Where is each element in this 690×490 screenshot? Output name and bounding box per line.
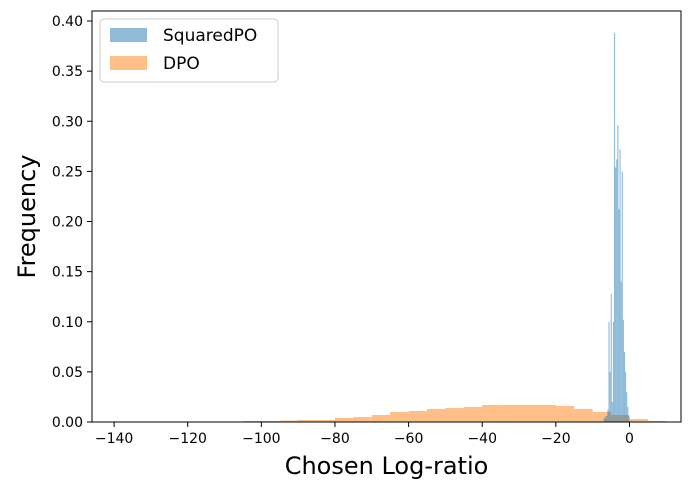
x-axis: −140 −120 −100 −80 −60 −40 −20 0 <box>95 422 634 447</box>
x-tick-label: −140 <box>95 431 133 447</box>
histogram-bar <box>623 351 626 422</box>
x-tick-label: −100 <box>242 431 280 447</box>
histogram-bar <box>629 418 648 422</box>
histogram-bar <box>607 409 609 422</box>
histogram-bar <box>612 321 615 422</box>
x-tick-label: −20 <box>541 431 571 447</box>
legend-label: SquaredPO <box>163 26 257 46</box>
histogram-bar <box>609 371 611 422</box>
histogram-bar <box>334 417 354 422</box>
y-tick-label: 0.00 <box>52 415 83 431</box>
y-tick-label: 0.40 <box>52 14 83 30</box>
y-tick-label: 0.10 <box>52 315 83 331</box>
histogram-bar <box>625 371 627 422</box>
histogram-bar <box>482 404 501 422</box>
legend-swatch <box>110 28 147 42</box>
series-layer <box>114 33 667 423</box>
y-tick-label: 0.15 <box>52 265 83 281</box>
histogram-bar <box>620 281 622 422</box>
histogram-bar <box>617 125 619 422</box>
y-axis: 0.00 0.05 0.10 0.15 0.20 0.25 0.30 0.35 0.40 <box>52 14 92 431</box>
histogram-bar <box>408 410 427 422</box>
histogram-bar <box>626 391 628 422</box>
histogram-bar <box>603 417 606 422</box>
histogram-bar <box>519 404 538 422</box>
histogram-bar <box>615 167 617 422</box>
histogram-bar <box>353 416 372 422</box>
x-tick-label: −40 <box>467 431 497 447</box>
histogram-bar <box>426 408 446 422</box>
histogram-bar <box>614 33 616 423</box>
legend: SquaredPO DPO <box>99 18 279 83</box>
plot-frame <box>91 10 682 423</box>
histogram-bar <box>390 411 409 422</box>
histogram-bar <box>608 321 610 422</box>
series-squaredpo <box>603 33 630 423</box>
legend-swatch <box>110 56 147 70</box>
histogram-bar <box>537 404 556 422</box>
histogram-bar <box>605 415 608 422</box>
histogram-bar <box>574 408 593 422</box>
histogram-bar <box>555 405 575 422</box>
histogram-bar <box>622 319 624 422</box>
histogram-bar <box>611 401 613 422</box>
histogram-bar <box>619 149 621 422</box>
y-tick-label: 0.30 <box>52 114 83 130</box>
histogram-bar <box>316 419 335 422</box>
x-tick-label: −120 <box>168 431 206 447</box>
histogram-bar <box>618 209 620 422</box>
histogram-bar <box>610 293 612 422</box>
histogram-bar <box>616 159 618 423</box>
histogram-bar <box>500 404 520 422</box>
y-axis-title: Frequency <box>13 155 41 279</box>
x-axis-title: Chosen Log-ratio <box>285 452 489 480</box>
histogram-bar <box>463 406 483 422</box>
histogram-bar <box>445 407 464 422</box>
histogram-bar <box>279 420 299 422</box>
histogram-bar <box>298 419 317 422</box>
histogram-bar <box>261 420 280 422</box>
y-tick-label: 0.05 <box>52 365 83 381</box>
x-tick-label: −80 <box>320 431 350 447</box>
histogram-bar <box>647 420 667 422</box>
histogram-bar <box>628 415 630 422</box>
legend-label: DPO <box>163 54 200 74</box>
y-tick-label: 0.35 <box>52 64 83 80</box>
x-tick-label: 0 <box>625 431 634 447</box>
x-tick-label: −60 <box>394 431 424 447</box>
histogram-bar <box>242 420 262 422</box>
series-dpo <box>114 404 667 422</box>
histogram-bar <box>621 171 623 422</box>
histogram-bar <box>371 414 391 422</box>
histogram-bar <box>592 411 612 422</box>
y-tick-label: 0.25 <box>52 164 83 180</box>
y-tick-label: 0.20 <box>52 215 83 231</box>
histogram-bar <box>627 406 629 422</box>
